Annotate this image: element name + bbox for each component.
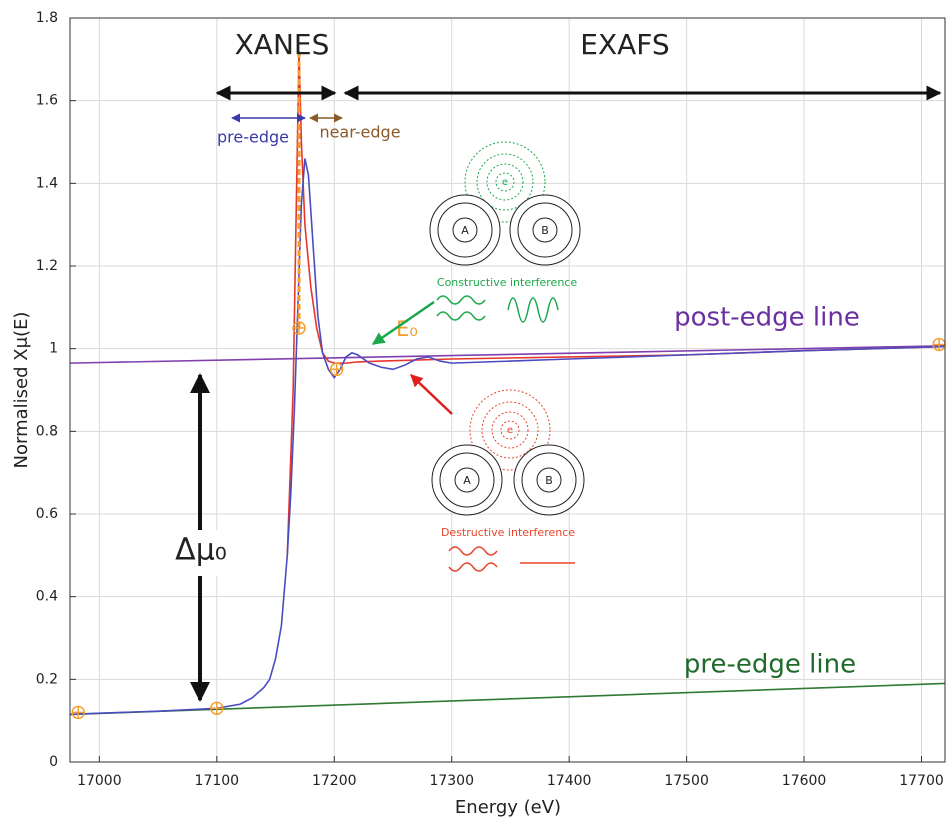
- y-tick-label: 0.4: [36, 589, 58, 605]
- series-line: [286, 51, 946, 556]
- delta-mu-backdrop: [170, 530, 232, 576]
- x-tick-label: 17400: [547, 773, 592, 789]
- delta-mu-label: Δμ₀: [175, 533, 227, 568]
- x-tick-label: 17000: [77, 773, 122, 789]
- atom-a-label: A: [461, 224, 469, 237]
- constructive-label: Constructive interference: [437, 276, 577, 289]
- marker: [71, 705, 85, 720]
- y-tick-label: 1: [49, 341, 58, 357]
- x-tick-label: 17700: [899, 773, 944, 789]
- y-tick-label: 0: [49, 754, 58, 770]
- x-tick-label: 17300: [429, 773, 474, 789]
- constructive-atoms: [429, 194, 581, 266]
- plot-frame: [69, 17, 946, 763]
- destructive-waves: [448, 546, 575, 572]
- series-line: [69, 344, 946, 364]
- y-axis-label: Normalised Xμ(E): [11, 312, 32, 469]
- atom-a-label: A: [463, 474, 471, 487]
- x-tick-label: 17500: [664, 773, 709, 789]
- constructive-wave-circles: [464, 141, 546, 223]
- y-tick-label: 1.2: [36, 258, 58, 274]
- near-edge-label: near-edge: [319, 123, 400, 142]
- destructive-arrow: [410, 374, 453, 415]
- x-tick-label: 17200: [312, 773, 357, 789]
- exafs-label: EXAFS: [580, 28, 669, 61]
- marker: [210, 701, 224, 715]
- pre-edge-label: pre-edge: [217, 128, 289, 147]
- constructive-arrow: [371, 300, 435, 346]
- post-edge-line-label: post-edge line: [674, 303, 860, 333]
- electron-label: e: [507, 425, 513, 436]
- destructive-label: Destructive interference: [441, 526, 575, 539]
- y-tick-label: 1.4: [36, 175, 58, 191]
- marker: [932, 337, 946, 352]
- destructive-wave-circles: [469, 389, 551, 471]
- atom-b-label: B: [545, 474, 553, 487]
- electron-label: e: [502, 177, 508, 188]
- atom-b-label: B: [541, 224, 549, 237]
- y-tick-label: 0.8: [36, 423, 58, 439]
- y-tick-label: 1.6: [36, 93, 58, 109]
- y-tick-label: 0.2: [36, 671, 58, 687]
- y-tick-label: 1.8: [36, 10, 58, 26]
- y-tick-label: 0.6: [36, 506, 58, 522]
- marker: [329, 362, 344, 377]
- marker: [292, 321, 306, 335]
- series-line: [69, 682, 946, 716]
- x-axis-label: Energy (eV): [455, 797, 561, 818]
- xanes-label: XANES: [235, 28, 330, 61]
- series-line: [69, 158, 946, 716]
- pre-edge-line-label: pre-edge line: [684, 650, 856, 680]
- constructive-waves: [436, 295, 559, 323]
- destructive-atoms: [431, 444, 585, 516]
- x-tick-label: 17600: [782, 773, 827, 789]
- x-tick-label: 17100: [195, 773, 240, 789]
